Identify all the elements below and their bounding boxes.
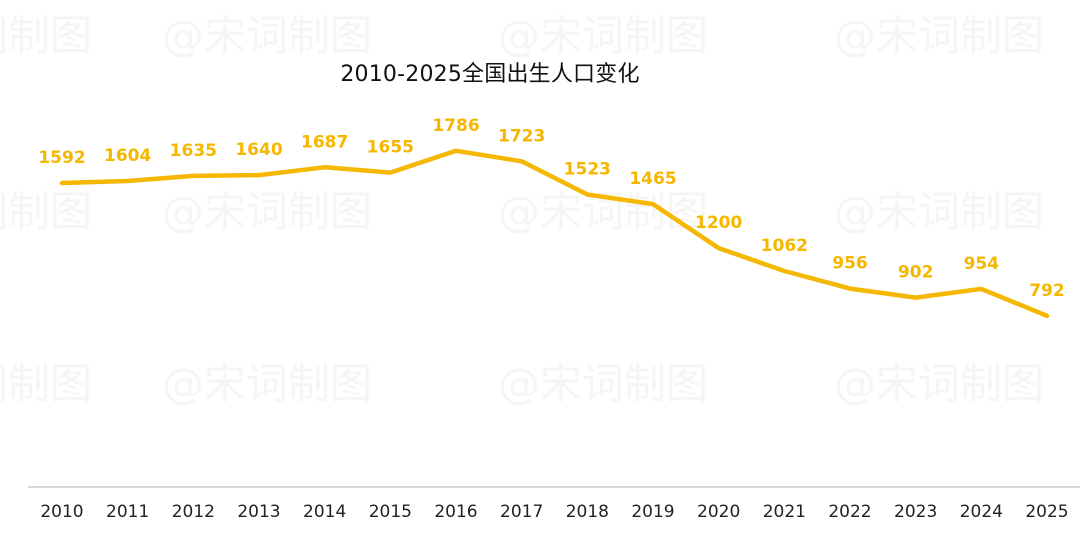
data-label: 1523 <box>564 159 611 179</box>
x-tick-label: 2023 <box>894 502 937 522</box>
data-label: 1640 <box>235 140 282 160</box>
data-labels-group: 1592 1604 1635 1640 1687 1655 1786 1723 1523 1465… <box>38 116 1064 301</box>
data-label: 1465 <box>629 169 676 189</box>
x-tick-label: 2015 <box>369 502 412 522</box>
x-tick-label: 2011 <box>106 502 149 522</box>
data-label: 954 <box>964 254 1000 274</box>
data-label: 1655 <box>367 138 414 158</box>
x-tick-label: 2024 <box>960 502 1003 522</box>
data-label: 1592 <box>38 148 85 168</box>
series-line <box>59 148 1050 319</box>
x-tick-label: 2021 <box>763 502 806 522</box>
x-tick-label: 2012 <box>172 502 215 522</box>
data-label: 1062 <box>761 236 808 256</box>
x-tick-label: 2016 <box>434 502 477 522</box>
x-tick-label: 2018 <box>566 502 609 522</box>
data-label: 792 <box>1029 281 1065 301</box>
x-tick-label: 2022 <box>828 502 871 522</box>
x-tick-label: 2017 <box>500 502 543 522</box>
data-label: 1635 <box>170 141 217 161</box>
drop-lines-group <box>61 150 1048 472</box>
x-tick-label: 2019 <box>631 502 674 522</box>
data-label: 1200 <box>695 213 742 233</box>
x-tick-labels-group: 2010 2011 2012 2013 2014 2015 2016 2017 2018 2019… <box>40 502 1068 522</box>
x-tick-label: 2013 <box>237 502 280 522</box>
x-tick-label: 2025 <box>1025 502 1068 522</box>
data-label: 902 <box>898 263 934 283</box>
data-label: 1723 <box>498 126 545 146</box>
chart-title: 2010-2025全国出生人口变化 <box>340 62 640 87</box>
x-tick-label: 2010 <box>40 502 83 522</box>
x-tick-label: 2020 <box>697 502 740 522</box>
data-label: 1786 <box>432 116 479 136</box>
data-label: 1604 <box>104 146 151 166</box>
data-label: 1687 <box>301 132 348 152</box>
data-label: 956 <box>832 254 868 274</box>
x-tick-label: 2014 <box>303 502 346 522</box>
